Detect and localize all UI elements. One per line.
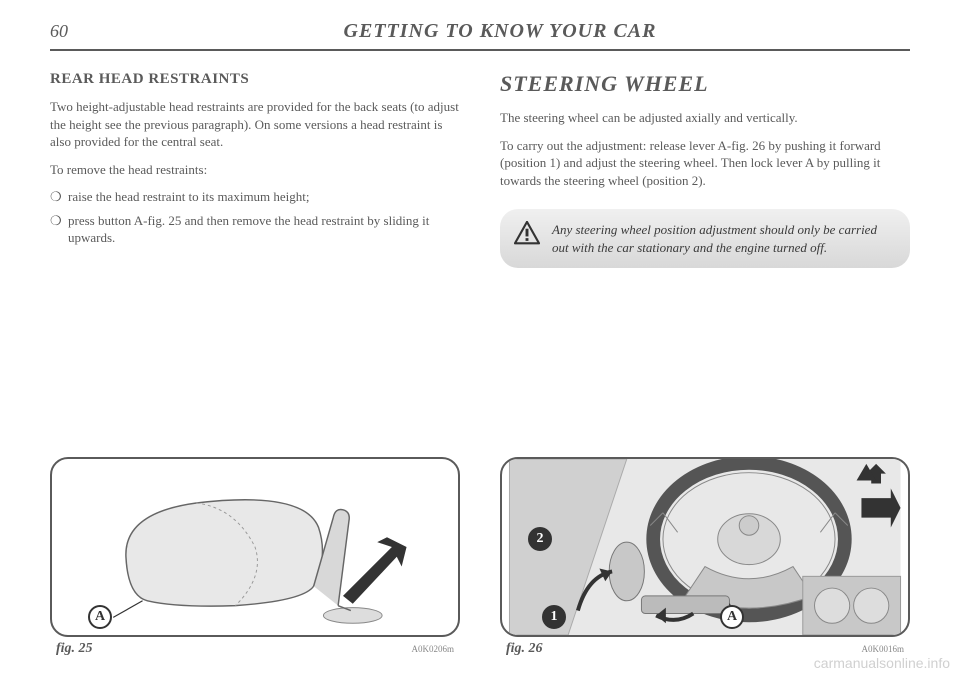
rear-head-restraints-heading: REAR HEAD RESTRAINTS bbox=[50, 71, 460, 88]
figure-25-label: fig. 25 bbox=[56, 641, 93, 657]
list-item: raise the head restraint to its maximum … bbox=[50, 188, 460, 206]
left-para-1: Two height-adjustable head restraints ar… bbox=[50, 98, 460, 151]
left-para-2: To remove the head restraints: bbox=[50, 161, 460, 179]
headrest-illustration-icon bbox=[52, 459, 458, 635]
figure-25-illustration: A bbox=[50, 457, 460, 637]
figure-26-label: fig. 26 bbox=[506, 641, 543, 657]
page-number: 60 bbox=[50, 21, 90, 42]
right-para-2: To carry out the adjustment: release lev… bbox=[500, 137, 910, 190]
right-para-1: The steering wheel can be adjusted axial… bbox=[500, 109, 910, 127]
callout-number-2: 2 bbox=[528, 527, 552, 551]
warning-triangle-icon bbox=[514, 221, 540, 245]
figure-25-caption: fig. 25 A0K0206m bbox=[50, 637, 460, 657]
left-column: REAR HEAD RESTRAINTS Two height-adjustab… bbox=[50, 71, 460, 268]
page-header: 60 GETTING TO KNOW YOUR CAR bbox=[50, 20, 910, 43]
figure-25: A fig. 25 A0K0206m bbox=[50, 457, 460, 657]
right-column: STEERING WHEEL The steering wheel can be… bbox=[500, 71, 910, 268]
chapter-title: GETTING TO KNOW YOUR CAR bbox=[90, 20, 910, 43]
figure-26-illustration: 2 1 A bbox=[500, 457, 910, 637]
callout-letter-a: A bbox=[88, 605, 112, 629]
header-rule bbox=[50, 49, 910, 51]
warning-text: Any steering wheel position adjustment s… bbox=[552, 221, 896, 256]
content-columns: REAR HEAD RESTRAINTS Two height-adjustab… bbox=[50, 71, 910, 268]
watermark-text: carmanualsonline.info bbox=[814, 655, 950, 671]
figures-row: A fig. 25 A0K0206m bbox=[50, 457, 910, 657]
callout-letter-a: A bbox=[720, 605, 744, 629]
figure-25-code: A0K0206m bbox=[412, 644, 455, 654]
figure-26-code: A0K0016m bbox=[862, 644, 905, 654]
figure-26: 2 1 A fig. 26 A0K0016m bbox=[500, 457, 910, 657]
warning-box: Any steering wheel position adjustment s… bbox=[500, 209, 910, 268]
steering-wheel-heading: STEERING WHEEL bbox=[500, 71, 910, 97]
callout-number-1: 1 bbox=[542, 605, 566, 629]
list-item: press button A-fig. 25 and then remove t… bbox=[50, 212, 460, 247]
removal-steps-list: raise the head restraint to its maximum … bbox=[50, 188, 460, 247]
figure-26-caption: fig. 26 A0K0016m bbox=[500, 637, 910, 657]
